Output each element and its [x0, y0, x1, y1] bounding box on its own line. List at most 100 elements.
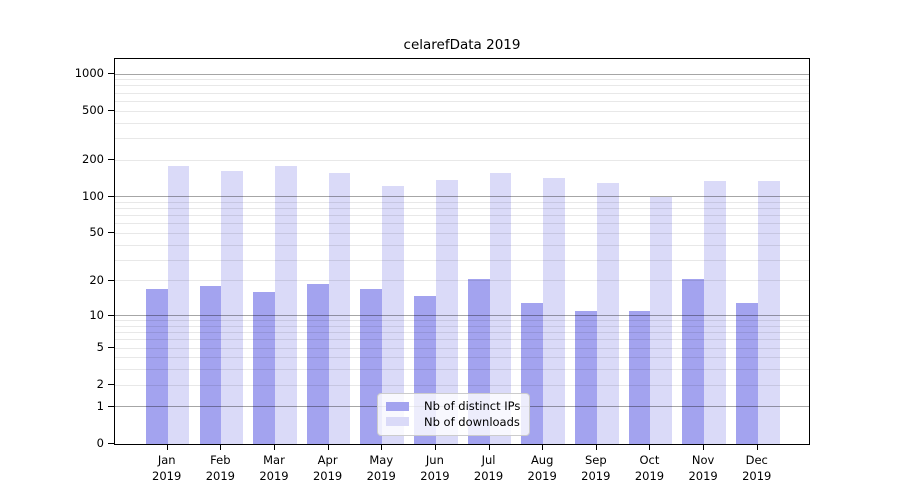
- gridline-200: [115, 159, 809, 161]
- y-tick-mark-100: [108, 195, 114, 197]
- y-tick-mark-500: [108, 110, 114, 112]
- gridline-6: [115, 339, 809, 341]
- y-tick-label-100: 100: [82, 188, 104, 203]
- y-tick-mark-2: [108, 384, 114, 386]
- bar-jan-downloads: [167, 165, 190, 444]
- x-tick-label-feb: Feb 2019: [205, 453, 235, 483]
- bar-feb-distinct-ips: [199, 286, 222, 444]
- legend-swatch-downloads: [386, 417, 409, 427]
- bar-sep-distinct-ips: [575, 310, 597, 444]
- bar-mar-downloads: [274, 165, 297, 444]
- gridline-4: [115, 357, 809, 359]
- gridline-50: [115, 232, 809, 234]
- gridline-70: [115, 215, 809, 217]
- gridline-40: [115, 244, 809, 246]
- y-tick-label-5: 5: [96, 340, 104, 355]
- y-tick-mark-1: [108, 405, 114, 407]
- bar-jun-downloads: [435, 179, 458, 444]
- x-tick-label-dec: Dec 2019: [742, 453, 772, 483]
- y-tick-mark-0: [108, 443, 114, 444]
- y-tick-label-2: 2: [96, 377, 104, 392]
- legend-row-downloads: Nb of downloads: [386, 415, 520, 430]
- x-tick-mark-sep: [595, 444, 597, 450]
- gridline-20: [115, 280, 809, 282]
- y-tick-mark-200: [108, 159, 114, 161]
- gridline-400: [115, 122, 809, 124]
- y-tick-label-50: 50: [89, 225, 104, 240]
- x-tick-mark-apr: [327, 444, 329, 450]
- x-tick-mark-jul: [488, 444, 490, 450]
- y-tick-label-1000: 1000: [74, 66, 104, 81]
- legend-swatch-distinct-ips: [386, 401, 409, 411]
- x-tick-label-nov: Nov 2019: [688, 453, 718, 483]
- x-tick-label-aug: Aug 2019: [527, 453, 557, 483]
- x-tick-label-apr: Apr 2019: [312, 453, 343, 483]
- bar-apr-distinct-ips: [306, 283, 329, 444]
- x-tick-label-sep: Sep 2019: [581, 453, 611, 483]
- x-tick-mark-feb: [220, 444, 222, 450]
- gridline-9: [115, 320, 809, 322]
- chart-title: celarefData 2019: [403, 37, 521, 53]
- x-tick-label-jun: Jun 2019: [420, 453, 450, 483]
- bar-nov-downloads: [704, 181, 726, 444]
- legend-row-distinct-ips: Nb of distinct IPs: [386, 399, 520, 414]
- gridline-900: [115, 79, 809, 81]
- gridline-1000: [115, 73, 809, 75]
- bar-jul-downloads: [489, 172, 512, 444]
- y-tick-mark-1000: [108, 73, 114, 75]
- gridline-30: [115, 259, 809, 261]
- bar-apr-downloads: [328, 173, 351, 444]
- y-tick-label-1: 1: [96, 398, 104, 413]
- gridline-7: [115, 332, 809, 334]
- y-tick-label-0: 0: [96, 436, 104, 450]
- x-tick-label-may: May 2019: [366, 453, 396, 483]
- x-tick-mark-jan: [166, 444, 168, 450]
- bar-dec-downloads: [757, 181, 780, 444]
- x-tick-mark-jun: [434, 444, 436, 450]
- gridline-100: [115, 196, 809, 198]
- x-tick-label-jan: Jan 2019: [152, 453, 182, 483]
- legend-label-distinct-ips: Nb of distinct IPs: [424, 399, 521, 413]
- bar-may-downloads: [382, 185, 405, 444]
- gridline-80: [115, 208, 809, 210]
- gridline-60: [115, 223, 809, 225]
- bar-jan-distinct-ips: [145, 289, 168, 444]
- gridline-8: [115, 325, 809, 327]
- y-tick-label-10: 10: [89, 307, 104, 322]
- x-tick-label-mar: Mar 2019: [259, 453, 289, 483]
- gridline-700: [115, 92, 809, 94]
- x-tick-mark-may: [381, 444, 383, 450]
- x-tick-mark-nov: [703, 444, 705, 450]
- gridline-5: [115, 347, 809, 349]
- y-tick-mark-5: [108, 347, 114, 349]
- y-tick-mark-10: [108, 314, 114, 316]
- bar-dec-distinct-ips: [735, 302, 758, 444]
- bar-may-distinct-ips: [360, 289, 383, 444]
- gridline-10: [115, 315, 809, 317]
- bar-feb-downloads: [221, 170, 244, 444]
- legend-label-downloads: Nb of downloads: [424, 414, 520, 429]
- x-tick-mark-oct: [649, 444, 651, 450]
- gridline-3: [115, 369, 809, 371]
- x-tick-mark-aug: [542, 444, 544, 450]
- legend: Nb of distinct IPs Nb of downloads: [377, 393, 531, 436]
- bar-oct-distinct-ips: [628, 310, 651, 444]
- bar-sep-downloads: [596, 182, 619, 444]
- bar-nov-distinct-ips: [682, 278, 705, 444]
- gridline-800: [115, 85, 809, 87]
- x-tick-mark-mar: [273, 444, 275, 450]
- gridline-90: [115, 201, 809, 203]
- gridline-600: [115, 100, 809, 102]
- gridline-500: [115, 110, 809, 112]
- y-tick-mark-50: [108, 232, 114, 234]
- gridline-2: [115, 384, 809, 386]
- x-tick-label-jul: Jul 2019: [473, 453, 504, 483]
- bar-mar-distinct-ips: [253, 292, 275, 444]
- y-tick-label-500: 500: [82, 103, 104, 118]
- bar-aug-downloads: [543, 178, 565, 444]
- x-tick-mark-dec: [756, 444, 758, 450]
- y-tick-label-200: 200: [82, 152, 104, 167]
- bar-oct-downloads: [650, 197, 673, 444]
- plot-area: [114, 58, 810, 445]
